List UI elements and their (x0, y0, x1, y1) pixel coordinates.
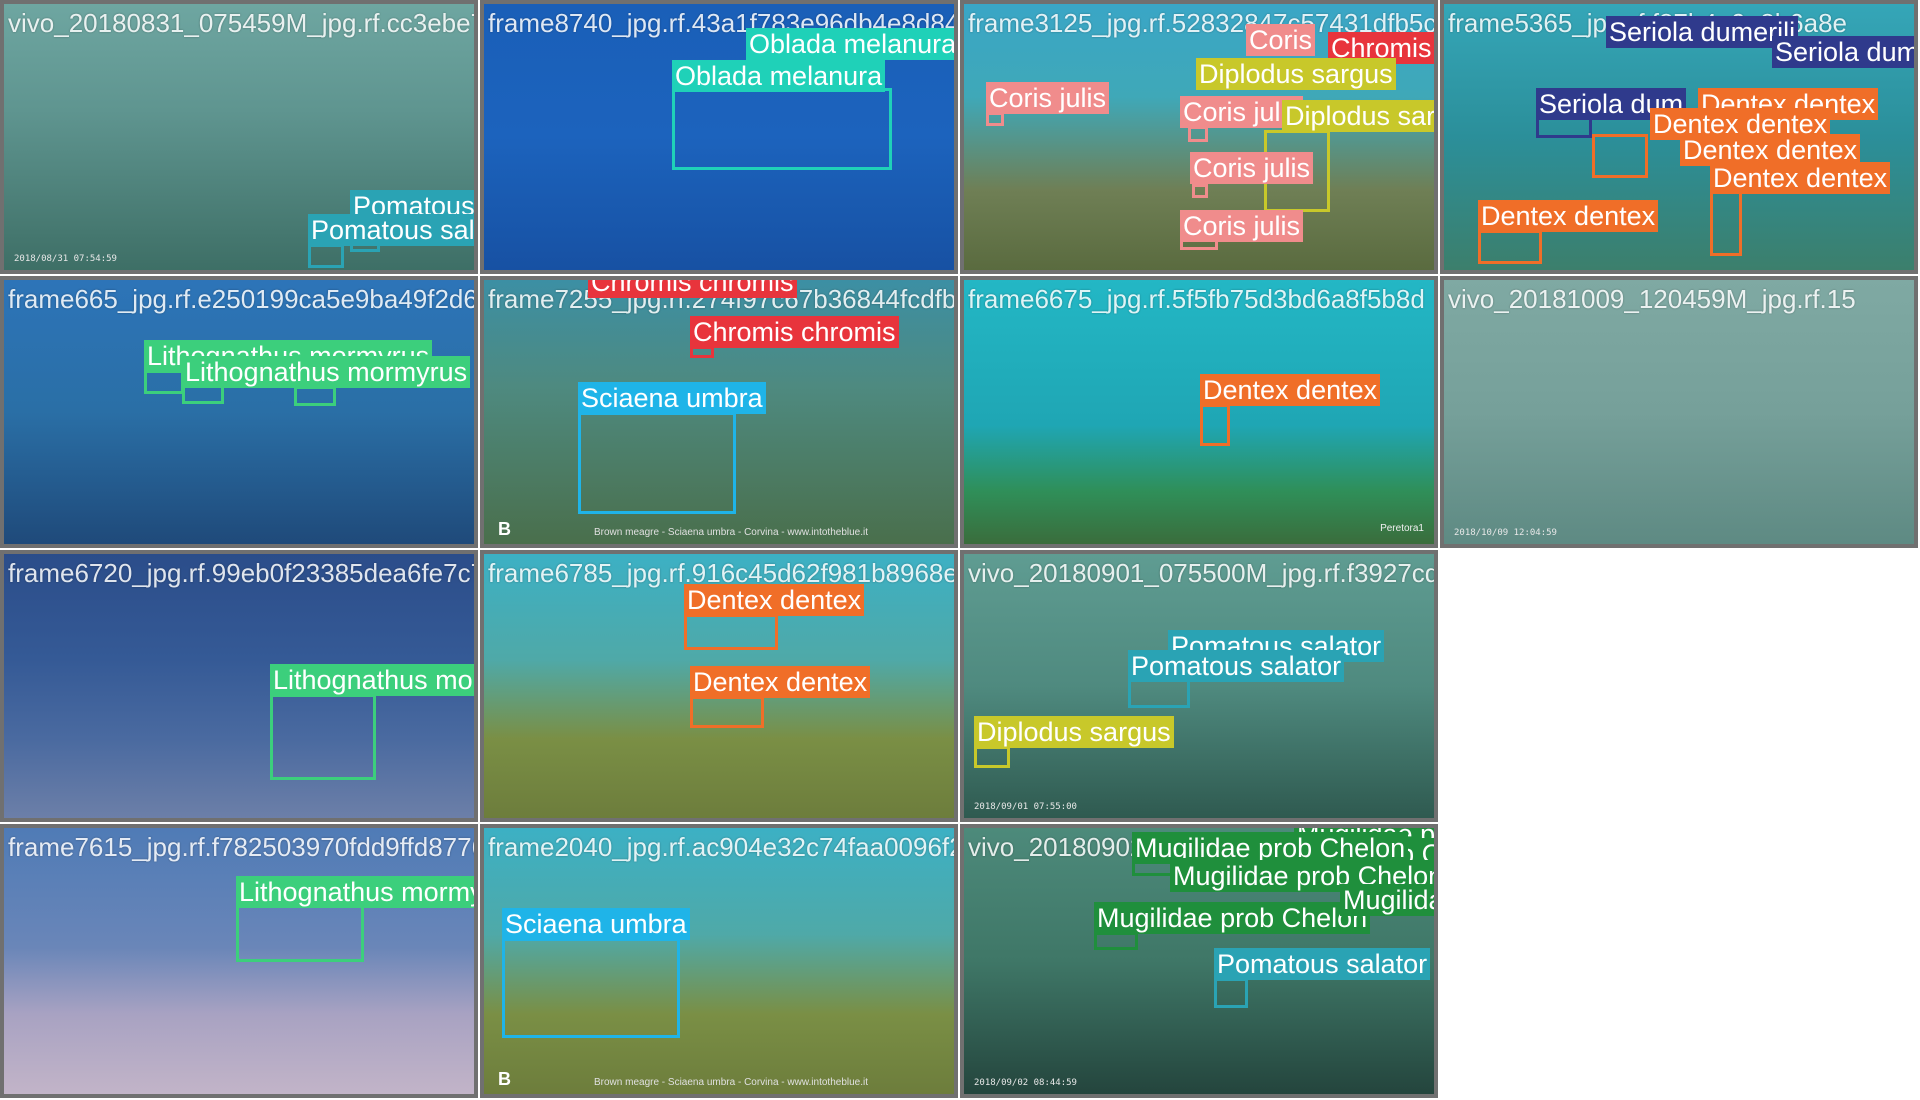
image-tile: frame6720_jpg.rf.99eb0f23385dea6fe7c7e73… (0, 550, 478, 822)
class-label: Seriola dum (1536, 88, 1687, 120)
underwater-photo (484, 828, 954, 1094)
photo-credit: Brown meagre - Sciaena umbra - Corvina -… (594, 1077, 869, 1088)
underwater-photo (4, 280, 474, 544)
class-label: Chromis chromis (588, 280, 797, 298)
class-label: Seriola dumerili (1606, 16, 1799, 48)
underwater-photo (964, 554, 1434, 818)
image-tile: vivo_20180831_075459M_jpg.rf.cc3ebe7400 … (0, 0, 478, 274)
bounding-box (1214, 978, 1248, 1008)
class-label: Chromis chromis (690, 316, 899, 348)
class-label: Dentex dentex (690, 666, 871, 698)
class-label: Coris (1246, 24, 1316, 56)
filename-caption: frame665_jpg.rf.e250199ca5e9ba49f2d67 (8, 284, 478, 314)
bounding-box (1592, 134, 1648, 178)
image-tile: frame8740_jpg.rf.43a1f783e96db4e8d84a Ob… (480, 0, 958, 274)
image-tile: vivo_20180902_084459M 2018/09/02 08:44:5… (960, 824, 1438, 1098)
image-tile: frame7255_jpg.rf.274f97c67b36844fcdfbe8 … (480, 276, 958, 548)
class-label: Sciaena umbra (502, 908, 690, 940)
bounding-box (144, 370, 184, 394)
class-label: Seriola dumerili (1772, 36, 1914, 68)
class-label: Pomatous salator (1214, 948, 1431, 980)
filename-caption: frame6675_jpg.rf.5f5fb75d3bd6a8f5b8d (968, 284, 1425, 314)
class-label: Lithognathus mormyrus (270, 664, 474, 696)
underwater-photo (964, 280, 1434, 544)
bounding-box (1478, 230, 1542, 264)
photo-credit: Brown meagre - Sciaena umbra - Corvina -… (594, 527, 869, 538)
image-tile: frame2040_jpg.rf.ac904e32c74faa0096f27a8… (480, 824, 958, 1098)
bounding-box (690, 696, 764, 728)
class-label: Diplodus sargus (974, 716, 1174, 748)
bounding-box (986, 112, 1004, 126)
class-label: Sciaena umbra (578, 382, 766, 414)
watermark-b: B (498, 1069, 511, 1089)
image-tile: frame7615_jpg.rf.f782503970fdd9ffd87762 … (0, 824, 478, 1098)
timestamp: 2018/08/31 07:54:59 (14, 254, 117, 264)
image-tile: vivo_20181009_120459M_jpg.rf.15 2018/10/… (1440, 276, 1918, 548)
bounding-box (684, 614, 778, 650)
bounding-box (236, 904, 364, 962)
filename-caption: vivo_20181009_120459M_jpg.rf.15 (1448, 284, 1856, 314)
filename-caption: frame7615_jpg.rf.f782503970fdd9ffd87762 (8, 832, 478, 862)
class-label: Pomatous salator (1128, 650, 1345, 682)
image-tile: frame6785_jpg.rf.916c45d62f981b8968eb2 D… (480, 550, 958, 822)
brand-mark: Peretora1 (1380, 523, 1424, 534)
bounding-box (270, 694, 376, 780)
filename-caption: frame2040_jpg.rf.ac904e32c74faa0096f27a8… (488, 832, 954, 862)
class-label: Coris julis (1180, 210, 1304, 242)
bounding-box (1192, 184, 1208, 198)
filename-caption: frame6785_jpg.rf.916c45d62f981b8968eb2 (488, 558, 958, 588)
image-tile: frame3125_jpg.rf.52832847c57431dfb5c6 Co… (960, 0, 1438, 274)
image-tile: frame5365_jpg.rf.f87b4a9e8b6a8e Seriola … (1440, 0, 1918, 274)
underwater-photo (1444, 280, 1914, 544)
class-label: Mugilidae prob Chelon (1094, 902, 1371, 934)
bounding-box (294, 386, 336, 406)
class-label: Mugilidae prob Chelon (1340, 884, 1434, 916)
bounding-box (1200, 404, 1230, 446)
bounding-box (672, 88, 892, 170)
filename-caption: frame6720_jpg.rf.99eb0f23385dea6fe7c7e73… (8, 558, 474, 588)
class-label: Coris julis (986, 82, 1110, 114)
class-label: Lithognathus mormyrus (182, 356, 471, 388)
class-label: Dentex dentex (1478, 200, 1659, 232)
filename-caption: vivo_20180901_075500M_jpg.rf.f3927cdb557 (968, 558, 1438, 588)
timestamp: 2018/09/02 08:44:59 (974, 1078, 1077, 1088)
watermark-b: B (498, 519, 511, 539)
bounding-box (308, 244, 344, 268)
image-tile: frame665_jpg.rf.e250199ca5e9ba49f2d67 Li… (0, 276, 478, 548)
class-label: Dentex dentex (1710, 162, 1891, 194)
class-label: Diplodus sargus (1196, 58, 1396, 90)
filename-caption: vivo_20180831_075459M_jpg.rf.cc3ebe7400 (8, 8, 478, 38)
class-label: Lithognathus mormyrus (236, 876, 474, 908)
bounding-box (502, 938, 680, 1038)
timestamp: 2018/09/01 07:55:00 (974, 802, 1077, 812)
bounding-box (578, 412, 736, 514)
class-label: Dentex dentex (1680, 134, 1861, 166)
class-label: Dentex dentex (684, 584, 865, 616)
class-label: Oblada melanura (746, 28, 954, 60)
class-label: Coris julis (1190, 152, 1314, 184)
image-tile: frame6675_jpg.rf.5f5fb75d3bd6a8f5b8d Den… (960, 276, 1438, 548)
bounding-box (1094, 932, 1138, 950)
class-label: Dentex dentex (1200, 374, 1381, 406)
timestamp: 2018/10/09 12:04:59 (1454, 528, 1557, 538)
image-tile: vivo_20180901_075500M_jpg.rf.f3927cdb557… (960, 550, 1438, 822)
class-label: Oblada melanura (672, 60, 886, 92)
bounding-box (1710, 190, 1742, 256)
bounding-box (974, 746, 1010, 768)
class-label: Pomatous salator (308, 214, 474, 246)
class-label: Diplodus sargus (1282, 100, 1434, 132)
bounding-box (1188, 126, 1208, 142)
